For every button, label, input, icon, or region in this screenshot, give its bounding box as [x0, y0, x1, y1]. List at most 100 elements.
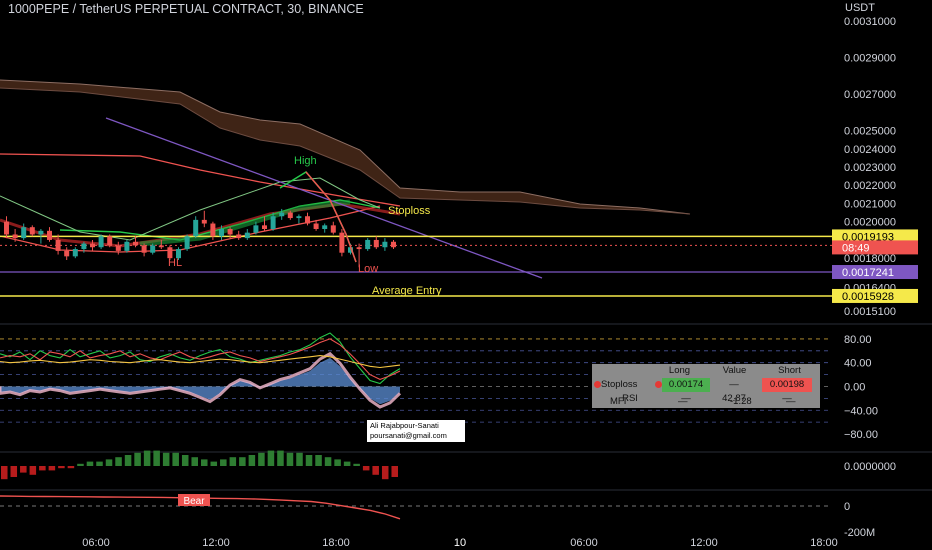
- stats-rsi-short: —: [782, 393, 792, 404]
- oscillator-line: [0, 355, 401, 369]
- histogram-bar: [29, 466, 37, 475]
- candle: [81, 241, 87, 253]
- candle: [262, 216, 267, 231]
- candle: [373, 236, 379, 250]
- histogram-bar: [10, 466, 18, 477]
- candle-body: [150, 245, 156, 253]
- candle: [322, 223, 328, 233]
- candle: [124, 239, 130, 253]
- flow-axis-tick-label: -200M: [844, 527, 875, 539]
- hl-label: HL: [168, 257, 182, 269]
- histogram-bar: [391, 466, 398, 477]
- author-credit-box: Ali Rajabpour-Sanati poursanati@gmail.co…: [367, 420, 465, 442]
- candle: [270, 212, 276, 231]
- candle: [38, 229, 44, 244]
- candle-body: [115, 245, 121, 251]
- low-swing-line: [305, 171, 357, 263]
- candle: [176, 247, 181, 260]
- axis-unit-label: USDT: [845, 2, 875, 14]
- candle-body: [270, 216, 276, 229]
- price-tag-label: 0.0017241: [842, 267, 894, 279]
- high-label: High: [294, 155, 317, 167]
- candle: [12, 229, 18, 242]
- candle-body: [201, 219, 207, 224]
- price-axis-tick-label: 0.0031000: [844, 16, 896, 28]
- histogram-axis-tick-label: 0.0000000: [844, 461, 896, 473]
- candle-body: [141, 245, 147, 253]
- candle-body: [133, 241, 138, 246]
- osc-axis-tick-label: 40.00: [844, 358, 872, 370]
- histogram-bar: [362, 466, 370, 471]
- stats-rsi-value: 42.87: [722, 393, 746, 404]
- price-tag-label: 0.0015928: [842, 291, 894, 303]
- candle-body: [236, 234, 242, 239]
- cloud-lower-line: [0, 87, 691, 215]
- author-email: poursanati@gmail.com: [370, 431, 447, 440]
- histogram-bar: [39, 466, 46, 471]
- stats-long-stop: 0.00174: [662, 378, 710, 392]
- candle: [29, 225, 35, 237]
- low-label: Low: [358, 263, 378, 275]
- histogram-bar: [343, 461, 351, 466]
- candle-body: [253, 225, 259, 233]
- histogram-bar: [239, 457, 246, 466]
- candle: [330, 221, 336, 235]
- candle-body: [330, 225, 336, 233]
- ichimoku-cloud: [0, 80, 690, 214]
- histogram-bar: [210, 461, 218, 466]
- histogram-bar: [220, 459, 227, 466]
- candle: [150, 243, 156, 255]
- stats-stoploss-value: —: [729, 379, 739, 390]
- histogram-bar: [143, 450, 151, 466]
- histogram-bar: [353, 463, 360, 466]
- candle: [236, 230, 242, 240]
- candle: [313, 219, 319, 231]
- stats-table: Long Value Short Stoploss 0.00174 — 0.00…: [592, 364, 820, 408]
- stats-mfi-value: -1.28: [730, 396, 752, 407]
- histogram-bar: [267, 450, 275, 466]
- candle-body: [365, 239, 371, 250]
- osc-axis-tick-label: 80.00: [844, 334, 872, 346]
- histogram-bar: [1, 466, 8, 480]
- candle-body: [47, 230, 52, 240]
- candle: [64, 247, 70, 260]
- bear-tag: [178, 494, 210, 506]
- green-ribbon: [139, 199, 351, 247]
- candle-body: [167, 247, 173, 259]
- histogram-bar: [315, 455, 322, 466]
- stats-mfi-label: MFI: [610, 396, 627, 407]
- time-axis-tick-label: 12:00: [202, 537, 230, 549]
- cloud-upper-line: [0, 79, 691, 215]
- candle: [305, 212, 310, 226]
- candle: [287, 210, 293, 220]
- oscillator-wave-area: [0, 357, 400, 405]
- histogram-bar: [381, 466, 389, 480]
- histogram-bar: [96, 461, 103, 466]
- histogram-bar: [124, 455, 132, 466]
- histogram-bar: [153, 450, 160, 466]
- candle-body: [90, 243, 95, 248]
- histogram-bar: [372, 466, 379, 475]
- price-axis-tick-label: 0.0023000: [844, 162, 896, 174]
- osc-axis-tick-label: 0.00: [844, 381, 865, 393]
- red-dot-icon: [654, 378, 662, 392]
- histogram-bar: [334, 459, 341, 466]
- histogram-bar: [286, 452, 294, 466]
- candle-body: [296, 216, 302, 219]
- histogram-bar: [258, 452, 265, 466]
- stats-rsi-label: RSI: [622, 393, 638, 404]
- candle: [107, 234, 113, 248]
- candle: [72, 247, 78, 259]
- time-axis-tick-label: 18:00: [322, 537, 350, 549]
- price-axis-tick-label: 0.0029000: [844, 53, 896, 65]
- candle: [184, 234, 190, 251]
- candle-body: [184, 236, 190, 250]
- candle: [98, 234, 104, 250]
- histogram-bar: [248, 455, 256, 466]
- time-axis-tick-label: 06:00: [570, 537, 598, 549]
- candle-body: [176, 249, 181, 259]
- red-dot-icon: [594, 380, 601, 388]
- histogram-bar: [67, 466, 75, 469]
- stats-header-short: Short: [778, 365, 801, 376]
